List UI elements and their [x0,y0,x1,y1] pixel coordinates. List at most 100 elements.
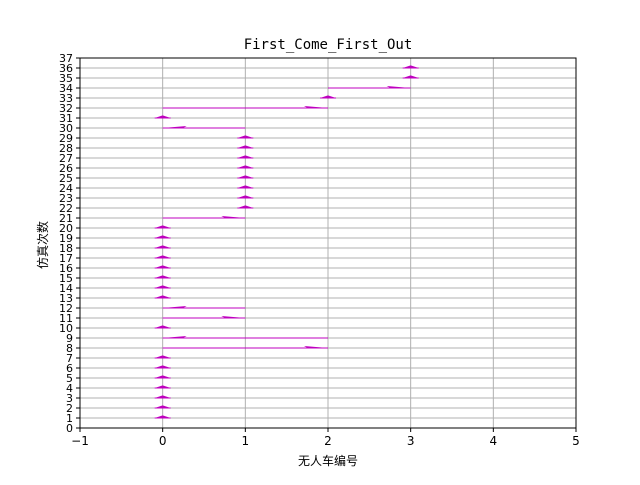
x-axis-ticks: −1 0 1 2 3 4 5 [71,428,580,448]
arrow-head [237,185,254,188]
arrow-mark [154,235,171,239]
arrow-mark [154,325,171,329]
x-tick-label: 5 [572,434,580,448]
y-tick-label: 24 [59,182,73,195]
arrow-mark [154,115,171,119]
x-tick-label: −1 [71,434,89,448]
y-tick-label: 1 [66,412,73,425]
y-tick-label: 3 [66,392,73,405]
y-tick-label: 25 [59,172,73,185]
arrow-mark [162,316,246,319]
y-tick-label: 2 [66,402,73,415]
arrow-head [386,86,411,88]
arrow-mark [162,306,246,309]
arrow-head [154,405,171,408]
arrow-mark [402,75,419,79]
x-axis-label: 无人车编号 [298,453,358,468]
y-tick-label: 28 [59,142,73,155]
arrow-head [162,126,187,128]
y-tick-label: 27 [59,152,73,165]
arrow-mark [237,175,254,179]
y-tick-label: 33 [59,92,73,105]
arrow-head [221,316,246,318]
arrow-mark [154,255,171,259]
y-tick-label: 21 [59,212,73,225]
y-tick-label: 12 [59,302,73,315]
arrow-mark [154,415,171,419]
chart-title: First_Come_First_Out [244,37,413,53]
arrow-head [154,275,171,278]
y-tick-label: 6 [66,362,73,375]
y-axis-ticks: 0123456789101112131415161718192021222324… [59,52,80,435]
arrow-mark [162,126,246,129]
arrow-mark [328,86,411,89]
arrow-mark [154,225,171,229]
arrow-mark [237,195,254,199]
arrow-head [320,95,336,98]
arrow-mark [154,355,171,359]
arrow-head [154,355,171,358]
arrow-mark [237,185,254,189]
arrow-head [154,285,171,288]
y-tick-label: 20 [59,222,73,235]
arrow-head [154,365,171,368]
arrow-head [237,175,254,178]
y-tick-label: 34 [59,82,73,95]
y-tick-label: 7 [66,352,73,365]
x-tick-label: 4 [490,434,498,448]
arrow-mark [237,155,254,159]
arrow-mark [162,346,328,349]
arrow-head [154,235,171,238]
arrow-head [162,306,187,308]
arrow-mark [154,265,171,269]
arrow-head [162,336,187,338]
arrow-mark [237,145,254,149]
y-tick-label: 8 [66,342,73,355]
x-tick-label: 2 [324,434,332,448]
y-axis-label: 仿真次数 [35,221,50,269]
y-tick-label: 35 [59,72,73,85]
x-tick-label: 1 [242,434,250,448]
arrow-mark [154,275,171,279]
arrow-mark [154,375,171,379]
y-tick-label: 9 [66,332,73,345]
arrow-head [154,395,171,398]
y-tick-label: 22 [59,202,73,215]
arrow-head [154,415,171,418]
arrow-head [221,216,246,218]
arrow-mark [237,165,254,169]
arrow-head [154,295,171,298]
arrow-head [154,375,171,378]
arrow-head [154,385,171,388]
y-tick-label: 37 [59,52,73,65]
x-tick-label: 0 [159,434,167,448]
arrow-mark [237,135,254,139]
y-tick-label: 4 [66,382,73,395]
y-tick-label: 30 [59,122,73,135]
arrow-mark [402,65,419,69]
arrow-head [237,195,254,198]
arrow-head [154,325,171,328]
y-tick-label: 13 [59,292,73,305]
x-tick-label: 3 [407,434,415,448]
arrow-mark [162,216,246,219]
y-tick-label: 16 [59,262,73,275]
arrow-mark [154,295,171,299]
y-tick-label: 15 [59,272,73,285]
y-tick-label: 10 [59,322,73,335]
y-tick-label: 18 [59,242,73,255]
y-tick-label: 11 [59,312,73,325]
arrow-head [237,135,254,138]
arrow-head [237,165,254,168]
arrow-head [154,225,171,228]
y-tick-label: 5 [66,372,73,385]
y-tick-label: 32 [59,102,73,115]
arrow-head [402,65,419,68]
y-tick-label: 0 [66,422,73,435]
y-tick-label: 26 [59,162,73,175]
arrow-head [154,265,171,268]
arrow-head [237,155,254,158]
arrow-series [154,65,419,419]
